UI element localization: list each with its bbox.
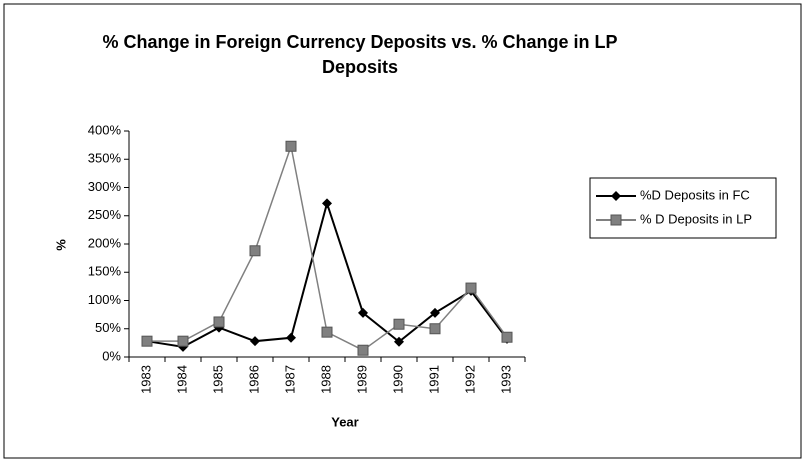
chart-border: [3, 3, 802, 459]
data-point: [429, 323, 441, 335]
data-point: [249, 245, 261, 257]
series-line: [146, 199, 508, 348]
x-tick-label: 1992: [462, 365, 477, 394]
data-point: [321, 326, 333, 338]
data-point: [286, 332, 296, 343]
legend-label: %D Deposits in FC: [640, 187, 750, 202]
data-point: [213, 316, 225, 328]
y-tick-label: 100%: [88, 292, 122, 307]
y-tick-label: 350%: [88, 151, 122, 166]
data-point: [357, 344, 369, 356]
x-tick-label: 1985: [210, 365, 225, 394]
data-point: [465, 282, 477, 294]
y-tick-label: 300%: [88, 179, 122, 194]
x-tick-label: 1993: [498, 365, 513, 394]
x-tick-label: 1983: [138, 365, 153, 394]
x-tick-label: 1987: [282, 365, 297, 394]
data-point: [250, 336, 260, 347]
data-point: [285, 140, 297, 152]
legend-label: % D Deposits in LP: [640, 211, 752, 226]
y-tick-label: 0%: [102, 348, 121, 363]
data-point: [322, 198, 332, 209]
legend: [589, 177, 777, 239]
y-tick-label: 250%: [88, 207, 122, 222]
data-point: [177, 335, 189, 347]
y-tick-label: 400%: [88, 122, 122, 137]
y-tick-label: 50%: [95, 320, 121, 335]
y-tick-label: 200%: [88, 235, 122, 250]
x-tick-label: 1988: [318, 365, 333, 394]
data-point: [394, 336, 404, 347]
x-tick-label: 1991: [426, 365, 441, 394]
data-point: [141, 335, 153, 347]
series-line: [147, 143, 508, 352]
data-point: [430, 307, 440, 318]
data-point: [501, 331, 513, 343]
x-axis-label: Year: [331, 414, 358, 429]
chart-title: % Change in Foreign Currency Deposits vs…: [102, 32, 618, 77]
y-axis-label: %: [53, 239, 68, 251]
x-tick-label: 1989: [354, 365, 369, 394]
legend-marker: [611, 191, 621, 201]
y-tick-label: 150%: [88, 264, 122, 279]
x-tick-label: 1990: [390, 365, 405, 394]
x-tick-label: 1984: [174, 365, 189, 394]
data-point: [393, 318, 405, 330]
data-point: [358, 307, 368, 318]
x-tick-label: 1986: [246, 365, 261, 394]
legend-marker: [610, 214, 622, 226]
